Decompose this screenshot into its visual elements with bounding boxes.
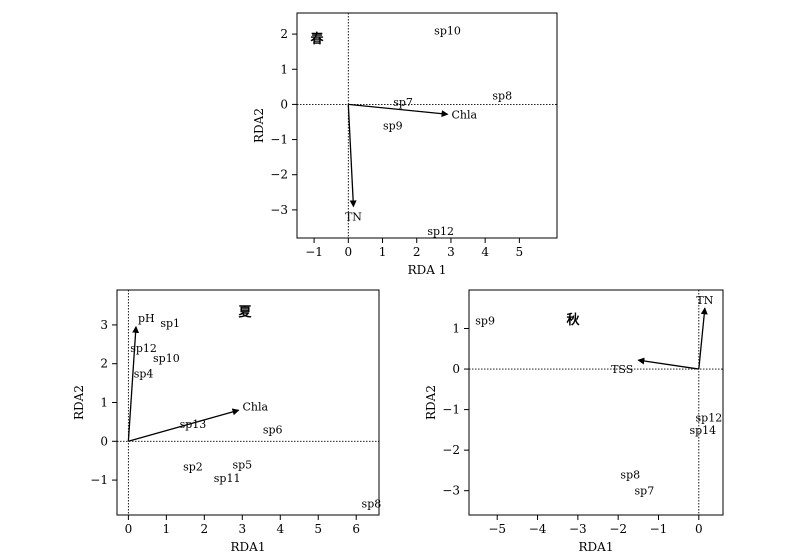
species-label: sp8 xyxy=(620,468,640,481)
species-label: sp4 xyxy=(134,367,154,380)
species-label: sp12 xyxy=(696,412,723,425)
environmental-vector-arrow xyxy=(347,104,357,208)
x-tick-label: 2 xyxy=(413,245,421,259)
environmental-vector-arrow xyxy=(698,307,708,370)
x-axis-title: RDA 1 xyxy=(408,263,447,277)
species-label: sp8 xyxy=(362,497,382,510)
y-tick-label: 0 xyxy=(280,97,288,111)
species-label: sp11 xyxy=(214,472,241,485)
species-label: sp7 xyxy=(635,485,655,498)
species-label: sp8 xyxy=(492,90,512,103)
x-tick-label: 0 xyxy=(695,522,703,536)
y-tick-label: 1 xyxy=(280,62,288,76)
environmental-vector-arrow xyxy=(127,325,140,442)
x-tick-label: −5 xyxy=(488,522,506,536)
x-tick-label: 4 xyxy=(481,245,489,259)
vector-label: TN xyxy=(696,294,713,307)
y-tick-label: 1 xyxy=(100,396,108,410)
x-tick-label: 0 xyxy=(344,245,352,259)
vector-label: pH xyxy=(138,312,155,325)
x-tick-label: −3 xyxy=(569,522,587,536)
y-tick-label: −1 xyxy=(90,473,108,487)
species-label: sp5 xyxy=(232,459,252,472)
y-axis-title: RDA2 xyxy=(252,108,266,143)
y-tick-label: −2 xyxy=(442,443,460,457)
species-label: sp2 xyxy=(183,461,203,474)
y-tick-label: 0 xyxy=(452,362,460,376)
x-axis-title: RDA1 xyxy=(231,540,266,554)
panel-title: 秋 xyxy=(566,312,580,328)
y-tick-label: 3 xyxy=(100,318,108,332)
x-tick-label: −2 xyxy=(609,522,627,536)
y-axis-title: RDA2 xyxy=(424,385,438,420)
species-label: sp12 xyxy=(130,342,157,355)
vector-label: Chla xyxy=(243,400,269,413)
x-tick-label: 5 xyxy=(314,522,322,536)
autumn-rda-panel: 秋 RDA1 RDA2 −5 −4 −3 −2 −1 0 −3 −2 −1 0 1 TN sp9 TSS s… xyxy=(424,289,724,554)
species-label: sp7 xyxy=(393,96,413,109)
panel-title: 春 xyxy=(309,31,324,47)
x-tick-label: −1 xyxy=(650,522,668,536)
x-tick-label: 1 xyxy=(379,245,387,259)
y-tick-label: −2 xyxy=(270,168,288,182)
x-tick-label: 0 xyxy=(125,522,133,536)
environmental-vector-arrow xyxy=(637,357,699,370)
species-label: sp6 xyxy=(263,424,283,437)
environmental-vector-arrow xyxy=(348,103,449,118)
environmental-vector-arrow xyxy=(128,408,240,442)
y-tick-label: 2 xyxy=(100,357,108,371)
species-label: sp1 xyxy=(160,317,180,330)
species-label: sp14 xyxy=(689,424,716,437)
species-label: sp10 xyxy=(153,352,180,365)
y-tick-label: 2 xyxy=(280,27,288,41)
plot-frame xyxy=(468,289,724,516)
x-tick-label: 2 xyxy=(201,522,209,536)
x-tick-label: 3 xyxy=(238,522,246,536)
y-axis-title: RDA2 xyxy=(72,385,86,420)
plot-frame xyxy=(296,12,558,239)
panel-title: 夏 xyxy=(237,305,252,320)
x-tick-label: 5 xyxy=(516,245,524,259)
y-tick-label: −1 xyxy=(442,403,460,417)
y-tick-label: −3 xyxy=(442,484,460,498)
y-tick-label: 1 xyxy=(452,322,460,336)
vector-label: Chla xyxy=(452,108,478,121)
y-tick-label: 0 xyxy=(100,434,108,448)
species-label: sp12 xyxy=(427,225,454,238)
species-label: sp10 xyxy=(434,25,461,38)
species-label: sp9 xyxy=(475,314,495,327)
x-tick-label: −1 xyxy=(305,245,323,259)
x-tick-label: 3 xyxy=(447,245,455,259)
species-label: TSS xyxy=(611,363,633,376)
vector-label: TN xyxy=(345,210,362,223)
y-tick-label: −3 xyxy=(270,203,288,217)
x-tick-label: 6 xyxy=(352,522,360,536)
y-tick-label: −1 xyxy=(270,133,288,147)
x-axis-title: RDA1 xyxy=(579,540,614,554)
species-label: sp9 xyxy=(383,120,403,133)
x-tick-label: 1 xyxy=(163,522,171,536)
x-tick-label: 4 xyxy=(276,522,284,536)
x-tick-label: −4 xyxy=(529,522,547,536)
spring-rda-panel: 春 RDA 1 RDA2 −1 0 1 2 3 4 5 −3 −2 −1 0 1 2 Chla TN sp10… xyxy=(252,12,558,277)
species-label: sp13 xyxy=(180,418,207,431)
